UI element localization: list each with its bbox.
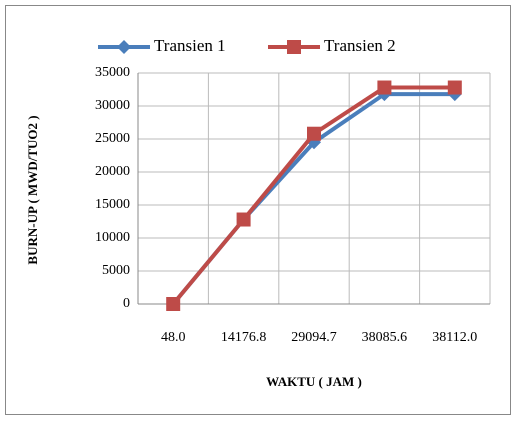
x-tick-label: 38112.0 — [432, 330, 477, 345]
x-axis-title: WAKTU ( JAM ) — [266, 374, 362, 389]
point — [307, 126, 321, 141]
y-tick-label: 35000 — [95, 65, 130, 80]
legend-label: Transien 1 — [154, 36, 226, 55]
y-tick-label: 25000 — [95, 131, 130, 146]
y-tick-label: 0 — [123, 296, 130, 311]
x-tick-label: 29094.7 — [291, 330, 337, 345]
point — [236, 212, 251, 227]
y-tick-label: 5000 — [102, 263, 130, 278]
legend-marker — [287, 40, 301, 54]
y-axis-title: BURN-UP ( MWD/TUO2 ) — [25, 115, 40, 264]
point — [377, 80, 392, 95]
legend-label: Transien 2 — [324, 36, 396, 55]
point — [166, 297, 181, 311]
x-tick-label: 48.0 — [161, 330, 186, 345]
point — [447, 80, 462, 95]
chart-border — [5, 5, 511, 415]
y-tick-label: 10000 — [95, 230, 130, 245]
x-tick-label: 38085.6 — [362, 330, 408, 345]
legend-marker — [117, 40, 131, 54]
x-tick-label: 14176.8 — [221, 330, 267, 345]
y-tick-label: 20000 — [95, 164, 130, 179]
y-tick-label: 15000 — [95, 197, 130, 212]
y-tick-label: 30000 — [95, 98, 130, 113]
